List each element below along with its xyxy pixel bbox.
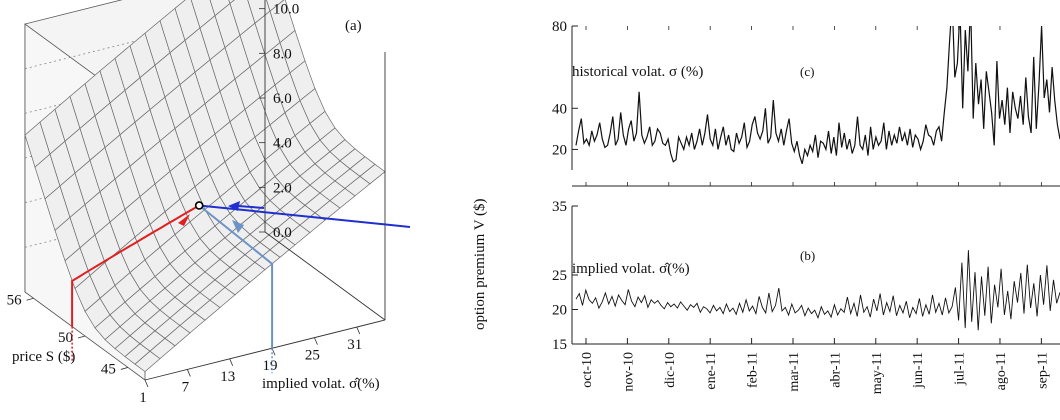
x-tick-label: oct-10: [580, 352, 595, 388]
x-tick: [186, 369, 191, 377]
panel-label-b: (b): [800, 248, 815, 263]
panel-label-a: (a): [345, 18, 362, 34]
x-tick-label: 1: [139, 390, 147, 406]
x-axis-title: implied volat. σ̂(%): [262, 376, 380, 392]
z-tick-label: 10.0: [273, 2, 299, 18]
lightblue-arrowhead: [232, 220, 244, 233]
x-tick-label: nov-10: [621, 352, 636, 392]
x-tick-label: sep-11: [1035, 352, 1050, 389]
x-tick-label: mar-11: [787, 352, 802, 392]
surface-cell: [359, 163, 386, 185]
y-tick-label: 45: [101, 361, 116, 377]
x-tick-label: 13: [220, 369, 235, 385]
x-tick-label: 7: [182, 379, 190, 395]
time-series-plots: 20 40 80 historical volat. σ (%) (c) 15 20 25 35…: [552, 19, 1060, 394]
y-tick-label: 25: [552, 268, 567, 284]
marked-point: [194, 201, 204, 210]
x-tick-label: dic-10: [663, 352, 678, 388]
x-tick: [314, 337, 318, 345]
x-tick-label: abr-11: [828, 352, 843, 388]
x-tick-label: 31: [347, 337, 362, 353]
red-path: [71, 204, 200, 327]
x-tick: [229, 358, 234, 366]
y-tick-label: 50: [58, 330, 73, 346]
series-line: [575, 250, 1060, 331]
y-tick-label: 80: [552, 19, 567, 35]
y-axis-title: price S ($): [12, 349, 75, 365]
series-label-c: historical volat. σ (%): [572, 64, 703, 80]
x-tick: [144, 379, 149, 388]
y-tick: [120, 367, 128, 370]
x-tick-label: feb-11: [746, 352, 761, 388]
z-tick-label: 8.0: [273, 46, 292, 62]
y-tick-label: 35: [552, 199, 567, 215]
series-line: [575, 26, 1060, 164]
axis-edge: [144, 319, 386, 381]
x-tick-label: 25: [305, 348, 320, 364]
y-tick-label: 20: [552, 142, 567, 158]
z-tick-label: 6.0: [273, 91, 292, 107]
y-tick-label: 15: [552, 337, 567, 353]
axis-edge: [264, 231, 386, 321]
y-tick-label: 20: [552, 303, 567, 319]
x-tick-label: 19: [263, 358, 278, 374]
x-tick-label: jul-11: [953, 352, 968, 386]
surface-plot: 0.02.04.06.08.010.012.01713192531455056i…: [7, 0, 488, 406]
panel-label-c: (c): [800, 64, 814, 79]
red-arrowhead: [178, 214, 190, 226]
z-axis-title: option premium V ($): [472, 198, 488, 330]
lightblue-path: [198, 204, 274, 349]
z-tick-label: 0.0: [273, 225, 292, 241]
y-tick-label: 40: [552, 101, 567, 117]
z-tick-label: 4.0: [273, 136, 292, 152]
x-tick-label: ene-11: [704, 352, 719, 390]
blue-arrowhead: [228, 201, 240, 211]
x-tick-label: jun-11: [911, 352, 926, 389]
y-tick-label: 56: [7, 292, 23, 308]
series-label-b: implied volat. σ̂(%): [572, 261, 690, 277]
blue-arrow-shaft: [237, 205, 265, 209]
x-tick: [356, 326, 361, 335]
x-tick-label: ago-11: [994, 352, 1009, 390]
y-tick: [77, 335, 86, 339]
y-tick: [26, 297, 34, 301]
x-tick-label: may-11: [870, 352, 885, 394]
z-tick-label: 2.0: [273, 180, 292, 196]
